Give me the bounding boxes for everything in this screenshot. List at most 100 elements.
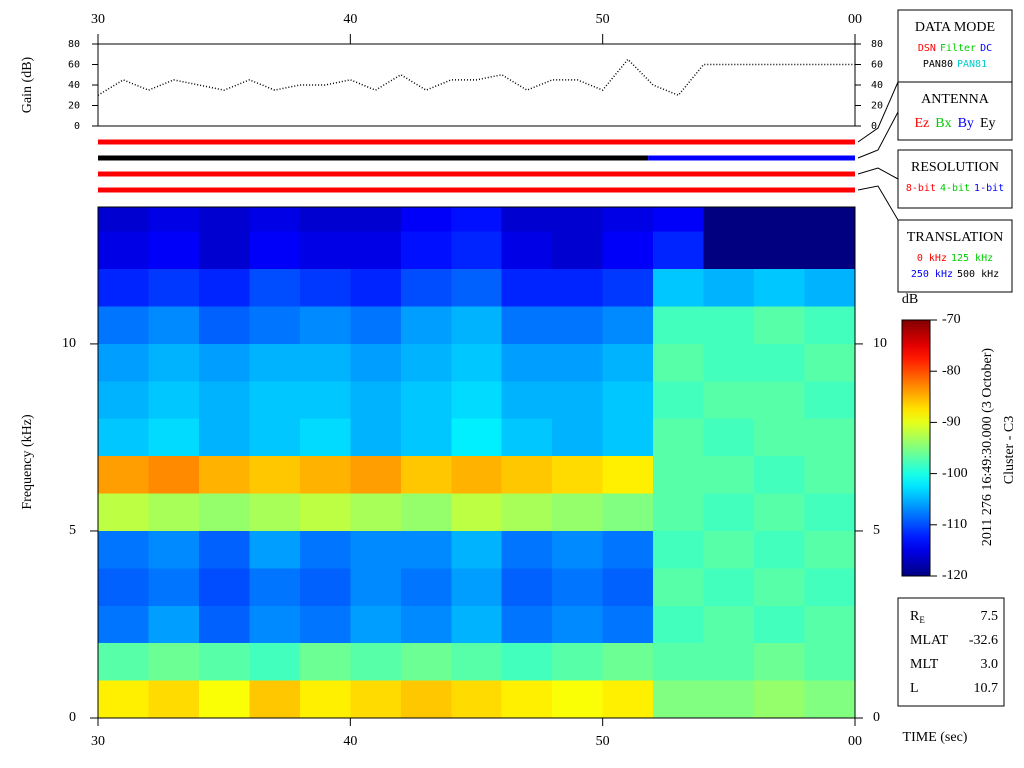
x-tick-label: 30 — [91, 734, 105, 749]
heat-cell — [653, 530, 704, 569]
heat-cell — [552, 530, 603, 569]
heat-cell — [249, 381, 300, 419]
heat-cell — [804, 680, 855, 718]
heat-cell — [451, 643, 502, 681]
colorbar-tick-label: -100 — [942, 466, 968, 481]
y-tick-label: 20 — [68, 101, 80, 112]
heat-cell — [552, 493, 603, 531]
heat-cell — [804, 493, 855, 531]
colorbar-tick-label: -70 — [942, 312, 961, 327]
heat-cell — [703, 680, 755, 718]
heat-cell — [299, 231, 351, 270]
heat-cell — [350, 306, 401, 344]
heat-cell — [299, 680, 351, 718]
heat-cell — [653, 605, 704, 644]
heat-cell — [804, 643, 855, 681]
heat-cell — [703, 269, 755, 307]
heat-cell — [400, 530, 452, 569]
legend-item: PAN80 — [923, 59, 953, 70]
y-tick-label: 40 — [68, 80, 80, 91]
legend-item: PAN81 — [957, 59, 987, 70]
heat-cell — [451, 418, 502, 457]
heat-cell — [350, 680, 401, 718]
heat-cell — [602, 568, 654, 606]
heat-cell — [350, 493, 401, 531]
heat-cell — [754, 343, 805, 382]
heat-cell — [552, 643, 603, 681]
y-tick-label: 0 — [74, 121, 80, 132]
heat-cell — [602, 418, 654, 457]
connector — [857, 111, 899, 159]
heat-cell — [754, 269, 805, 307]
heat-cell — [804, 231, 855, 270]
legend-item: 250 kHz — [911, 269, 953, 280]
heat-cell — [98, 381, 149, 419]
heat-cell — [653, 568, 704, 606]
heat-cell — [602, 643, 654, 681]
info-value: -32.6 — [969, 633, 998, 648]
heat-cell — [400, 568, 452, 606]
colorbar-tick-label: -90 — [942, 415, 961, 430]
legend-item: 0 kHz — [917, 253, 947, 264]
heat-cell — [350, 381, 401, 419]
heat-cell — [552, 207, 603, 232]
heat-cell — [400, 207, 452, 232]
heat-cell — [148, 680, 199, 718]
heat-cell — [400, 605, 452, 644]
connectors — [857, 81, 899, 221]
heat-cell — [754, 381, 805, 419]
x-tick-label: 50 — [596, 12, 610, 27]
heat-cell — [501, 568, 553, 606]
heat-cell — [451, 207, 502, 232]
heat-cell — [299, 343, 351, 382]
heat-cell — [451, 343, 502, 382]
y-tick-label: 10 — [873, 336, 887, 351]
heat-cell — [299, 269, 351, 307]
legend-item: DSN — [918, 43, 936, 54]
x-tick-label: 50 — [596, 734, 610, 749]
heat-cell — [653, 231, 704, 270]
heat-cell — [754, 306, 805, 344]
heat-cell — [148, 643, 199, 681]
heat-cell — [653, 306, 704, 344]
heat-cell — [653, 493, 704, 531]
heat-cell — [754, 530, 805, 569]
heat-cell — [98, 643, 149, 681]
heat-cell — [653, 456, 704, 494]
heat-cell — [98, 269, 149, 307]
heat-cell — [198, 680, 250, 718]
heat-cell — [350, 231, 401, 270]
heat-cell — [703, 306, 755, 344]
info-label-text: L — [910, 681, 919, 696]
heat-cell — [703, 381, 755, 419]
heat-cell — [400, 306, 452, 344]
heat-cell — [299, 643, 351, 681]
heat-cell — [98, 306, 149, 344]
y-tick-label: 20 — [871, 101, 883, 112]
heat-cell — [198, 269, 250, 307]
heat-cell — [198, 343, 250, 382]
heat-cell — [400, 381, 452, 419]
heat-cell — [400, 456, 452, 494]
y-tick-label: 60 — [871, 60, 883, 71]
legend-item: By — [958, 116, 974, 131]
heat-cell — [148, 269, 199, 307]
heat-cell — [602, 680, 654, 718]
heat-cell — [198, 568, 250, 606]
heat-cell — [249, 680, 300, 718]
heat-cell — [754, 207, 805, 232]
info-label-text: MLT — [910, 657, 939, 672]
heat-cell — [198, 530, 250, 569]
heat-cell — [400, 680, 452, 718]
heat-cell — [501, 381, 553, 419]
heat-cell — [98, 680, 149, 718]
heat-cell — [350, 605, 401, 644]
heat-cell — [602, 231, 654, 270]
heat-cell — [754, 418, 805, 457]
heat-cell — [703, 207, 755, 232]
y-tick-label: 0 — [871, 121, 877, 132]
heat-cell — [400, 231, 452, 270]
heat-cell — [249, 530, 300, 569]
heat-cell — [754, 493, 805, 531]
heat-cell — [98, 456, 149, 494]
